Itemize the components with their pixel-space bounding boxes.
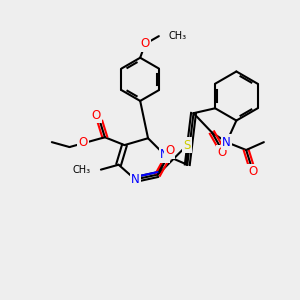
- Text: N: N: [131, 173, 140, 186]
- Text: S: S: [184, 139, 191, 152]
- Text: CH₃: CH₃: [169, 31, 187, 41]
- Text: CH₃: CH₃: [73, 165, 91, 175]
- Text: O: O: [79, 136, 88, 148]
- Text: O: O: [217, 146, 226, 159]
- Text: O: O: [140, 38, 150, 50]
- Text: N: N: [160, 148, 169, 161]
- Text: O: O: [165, 145, 174, 158]
- Text: O: O: [248, 165, 258, 178]
- Text: O: O: [92, 109, 100, 122]
- Text: N: N: [222, 136, 231, 148]
